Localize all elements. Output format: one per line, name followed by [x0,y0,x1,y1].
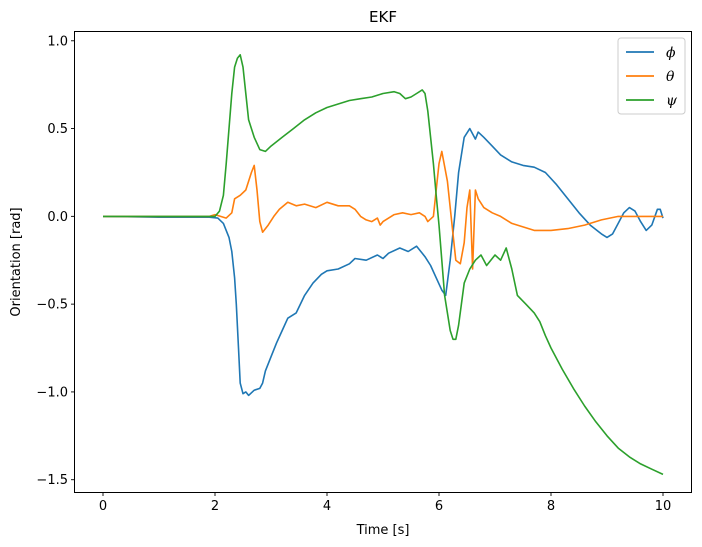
y-tick-label: 1.0 [47,34,68,49]
y-tick-label: −0.5 [36,298,68,313]
legend-label-1: θ [666,69,675,85]
legend-label-2: ψ [666,93,678,109]
x-tick-label: 6 [435,499,443,514]
chart-title: EKF [369,8,397,26]
y-axis: 1.0 0.5 0.0 −0.5 −1.0 −1.5 [36,34,75,488]
y-tick-label: −1.5 [36,473,68,488]
y-tick-label: −1.0 [36,385,68,400]
series-line-2 [103,54,664,476]
y-tick-label: 0.5 [47,122,68,137]
legend-label-0: ϕ [666,45,676,61]
x-tick-label: 8 [547,499,555,514]
x-tick-label: 2 [211,499,219,514]
x-axis: 0 2 4 6 8 10 [99,492,671,514]
x-tick-label: 4 [323,499,331,514]
series-line-1 [103,150,663,270]
y-tick-label: 0.0 [47,210,68,225]
x-axis-label: Time [s] [356,523,410,538]
x-tick-label: 10 [655,499,672,514]
series-line-0 [102,127,664,397]
y-axis-label: Orientation [rad] [9,207,24,316]
series-layer [102,54,664,476]
x-tick-label: 0 [99,499,107,514]
plot-frame [74,31,692,493]
legend: ϕθψ [617,37,686,115]
